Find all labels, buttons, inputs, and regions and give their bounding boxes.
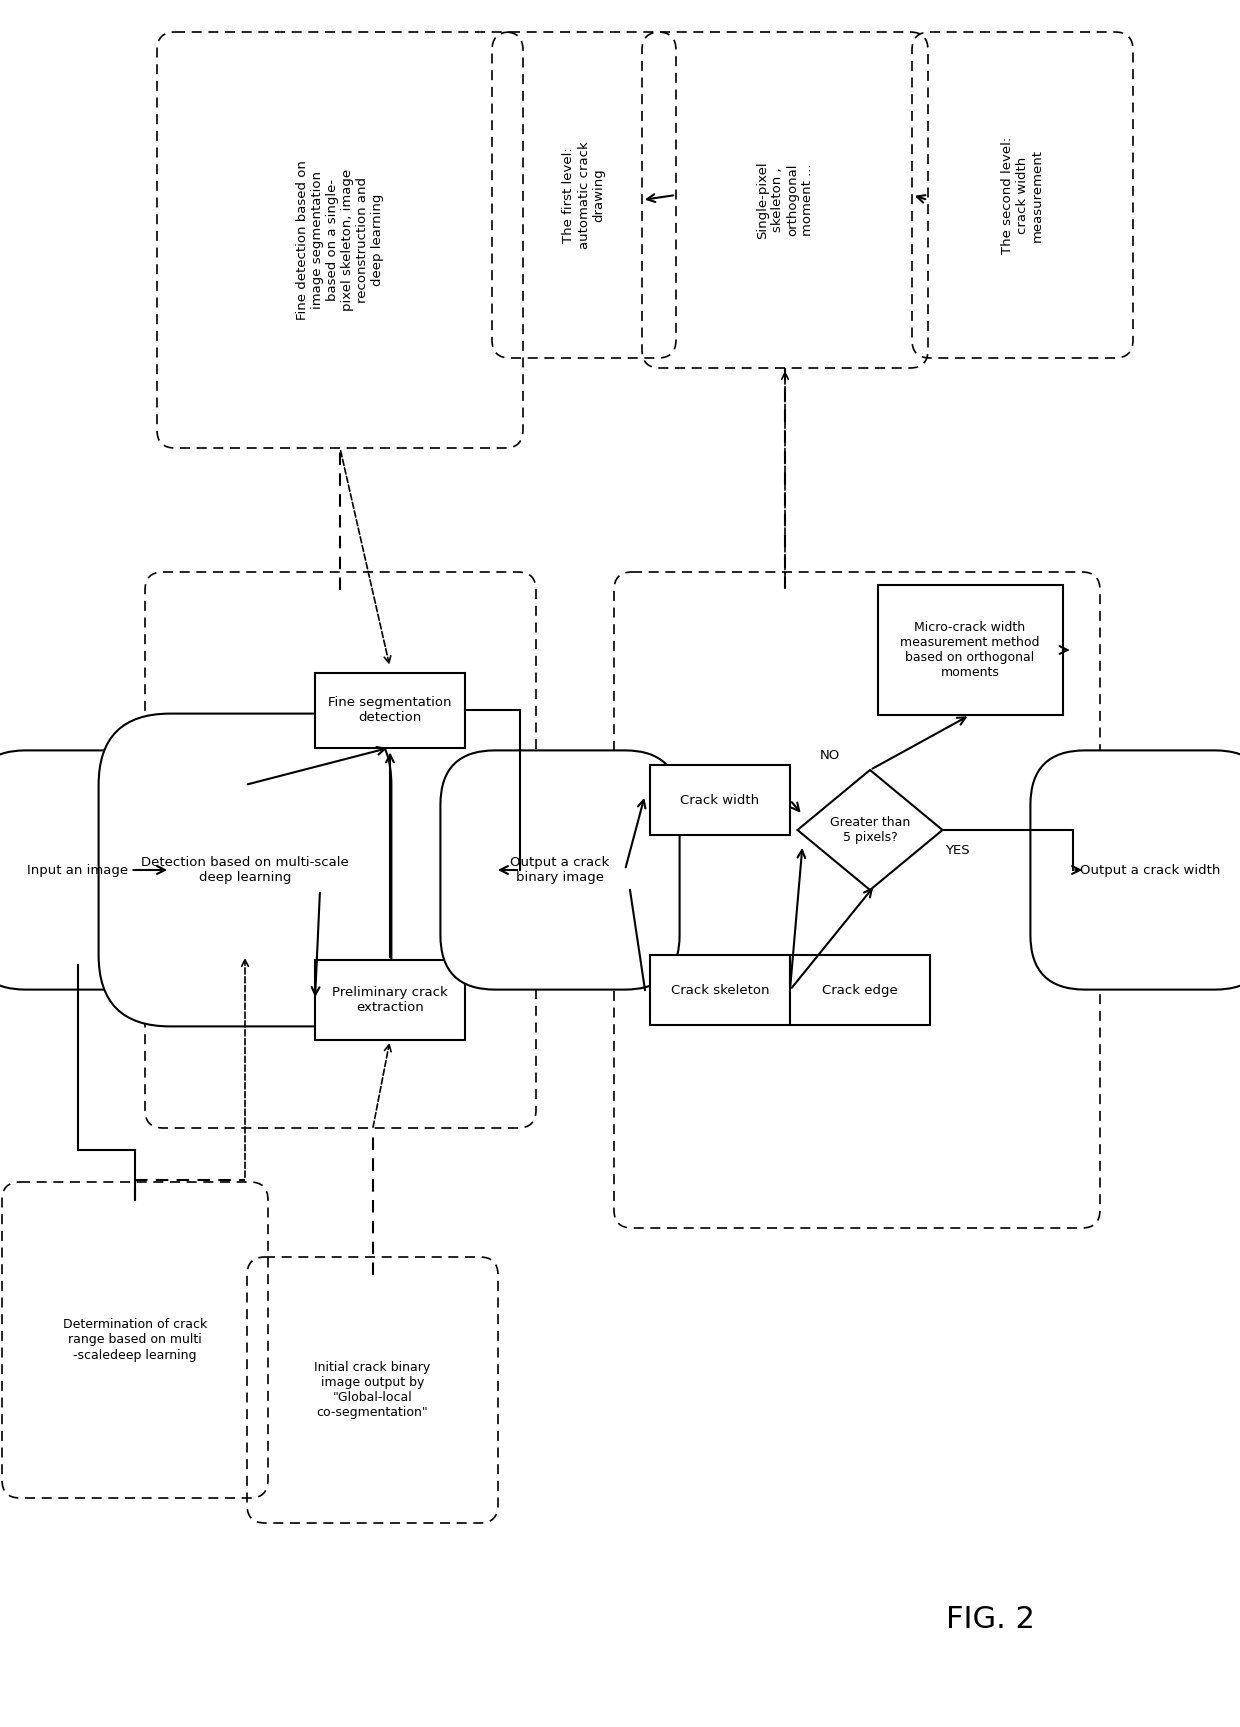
Text: Single-pixel
skeleton ,
orthogonal
moment ...: Single-pixel skeleton , orthogonal momen… [756, 161, 813, 238]
FancyBboxPatch shape [315, 960, 465, 1040]
Text: The first level:
automatic crack
drawing: The first level: automatic crack drawing [563, 142, 605, 249]
FancyBboxPatch shape [440, 751, 680, 990]
Text: Preliminary crack
extraction: Preliminary crack extraction [332, 986, 448, 1014]
Text: Initial crack binary
image output by
"Global-local
co-segmentation": Initial crack binary image output by "Gl… [315, 1361, 430, 1420]
Text: The second level:
crack width
measurement: The second level: crack width measuremen… [1001, 136, 1044, 254]
FancyBboxPatch shape [790, 955, 930, 1026]
Text: Output a crack width: Output a crack width [1080, 864, 1220, 877]
FancyBboxPatch shape [315, 672, 465, 748]
Text: Fine detection based on
image segmentation
based on a single-
pixel skeleton, im: Fine detection based on image segmentati… [296, 161, 384, 319]
Text: Input an image: Input an image [27, 864, 129, 877]
Text: Fine segmentation
detection: Fine segmentation detection [329, 696, 451, 724]
Polygon shape [797, 770, 942, 889]
Text: Detection based on multi-scale
deep learning: Detection based on multi-scale deep lear… [141, 857, 348, 884]
Text: FIG. 2: FIG. 2 [946, 1606, 1034, 1634]
Text: YES: YES [945, 843, 970, 857]
Text: Crack skeleton: Crack skeleton [671, 983, 769, 996]
FancyBboxPatch shape [1030, 751, 1240, 990]
Text: NO: NO [820, 748, 841, 762]
FancyBboxPatch shape [878, 585, 1063, 715]
Text: Determination of crack
range based on multi
-scaledeep learning: Determination of crack range based on mu… [63, 1318, 207, 1361]
Text: Micro-crack width
measurement method
based on orthogonal
moments: Micro-crack width measurement method bas… [900, 622, 1040, 679]
FancyBboxPatch shape [99, 713, 392, 1026]
Text: Crack width: Crack width [681, 793, 760, 807]
FancyBboxPatch shape [650, 765, 790, 834]
Text: Output a crack
binary image: Output a crack binary image [511, 857, 610, 884]
FancyBboxPatch shape [650, 955, 790, 1026]
Text: Greater than
5 pixels?: Greater than 5 pixels? [830, 815, 910, 845]
FancyBboxPatch shape [0, 751, 185, 990]
Text: Crack edge: Crack edge [822, 983, 898, 996]
